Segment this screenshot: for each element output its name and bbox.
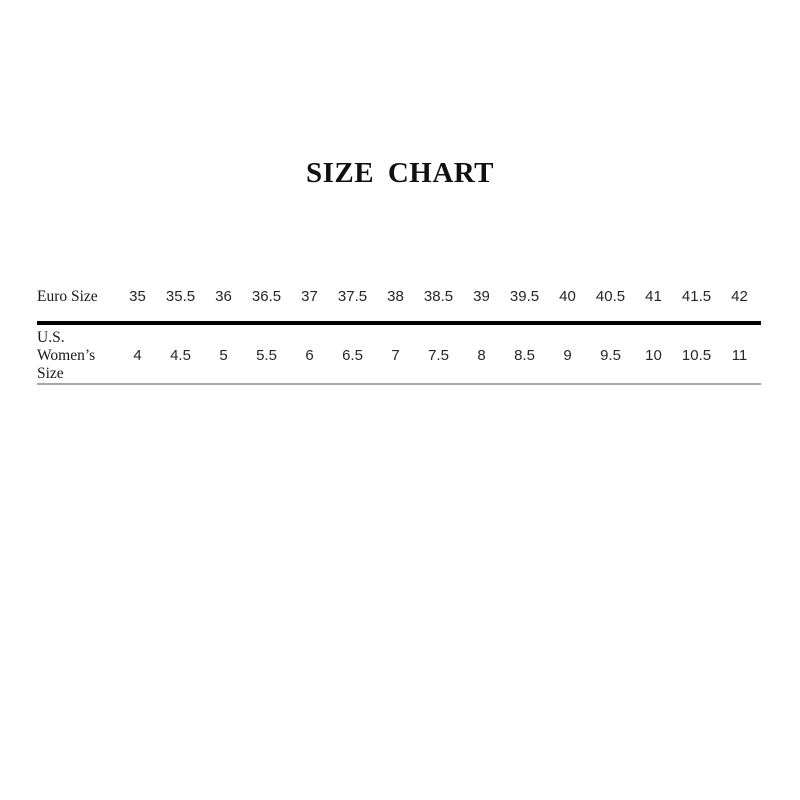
us-size-cell: 10 bbox=[632, 323, 675, 385]
euro-size-cell: 39.5 bbox=[503, 287, 546, 325]
us-size-cell: 8.5 bbox=[503, 323, 546, 385]
euro-size-cell: 35 bbox=[116, 287, 159, 325]
us-size-cell: 5.5 bbox=[245, 323, 288, 385]
us-size-cell: 4.5 bbox=[159, 323, 202, 385]
page-title: SIZE CHART bbox=[305, 157, 495, 189]
euro-size-cell: 41.5 bbox=[675, 287, 718, 325]
us-womens-size-row: U.S. Women’s Size 4 4.5 5 5.5 6 6.5 7 7.… bbox=[37, 323, 761, 385]
euro-size-row: Euro Size 35 35.5 36 36.5 37 37.5 38 38.… bbox=[37, 287, 761, 325]
euro-size-cell: 36.5 bbox=[245, 287, 288, 325]
euro-size-cell: 41 bbox=[632, 287, 675, 325]
euro-size-cell: 38.5 bbox=[417, 287, 460, 325]
euro-size-cell: 42 bbox=[718, 287, 761, 325]
us-size-cell: 9.5 bbox=[589, 323, 632, 385]
us-size-cell: 7 bbox=[374, 323, 417, 385]
us-size-cell: 4 bbox=[116, 323, 159, 385]
euro-size-cell: 37 bbox=[288, 287, 331, 325]
euro-size-cell: 40 bbox=[546, 287, 589, 325]
us-size-cell: 5 bbox=[202, 323, 245, 385]
size-chart-table: Euro Size 35 35.5 36 36.5 37 37.5 38 38.… bbox=[37, 287, 761, 385]
us-size-cell: 6 bbox=[288, 323, 331, 385]
us-womens-size-row-label: U.S. Women’s Size bbox=[37, 323, 116, 385]
euro-size-cell: 36 bbox=[202, 287, 245, 325]
us-size-cell: 7.5 bbox=[417, 323, 460, 385]
euro-size-row-label: Euro Size bbox=[37, 287, 116, 325]
euro-size-cell: 38 bbox=[374, 287, 417, 325]
euro-size-cell: 39 bbox=[460, 287, 503, 325]
us-size-cell: 10.5 bbox=[675, 323, 718, 385]
us-size-cell: 9 bbox=[546, 323, 589, 385]
euro-size-cell: 35.5 bbox=[159, 287, 202, 325]
euro-size-cell: 40.5 bbox=[589, 287, 632, 325]
us-size-cell: 11 bbox=[718, 323, 761, 385]
euro-size-cell: 37.5 bbox=[331, 287, 374, 325]
us-size-cell: 8 bbox=[460, 323, 503, 385]
us-size-cell: 6.5 bbox=[331, 323, 374, 385]
